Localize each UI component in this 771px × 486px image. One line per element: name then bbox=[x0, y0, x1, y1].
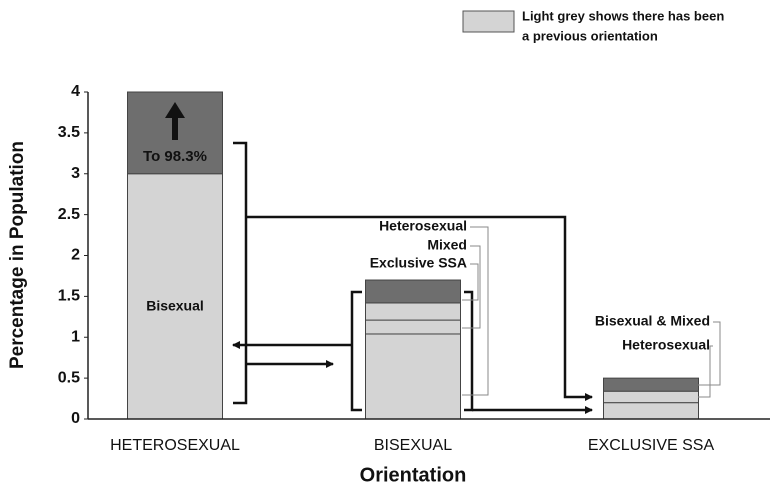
bar-segment bbox=[127, 173, 223, 420]
bar-segment bbox=[603, 402, 699, 420]
annotation: Heterosexual bbox=[622, 337, 710, 353]
bar-segment bbox=[365, 279, 461, 304]
y-tick-label: 3 bbox=[71, 165, 80, 182]
legend-text: a previous orientation bbox=[522, 28, 658, 43]
annotation: Bisexual & Mixed bbox=[595, 313, 710, 329]
annotation: Heterosexual bbox=[379, 218, 467, 234]
annotation: To 98.3% bbox=[143, 148, 207, 165]
y-axis-label: Percentage in Population bbox=[7, 141, 28, 369]
y-tick-label: 1.5 bbox=[58, 288, 80, 305]
bar-segment bbox=[365, 302, 461, 321]
annotation: Bisexual bbox=[146, 298, 204, 314]
annotation: Exclusive SSA bbox=[370, 255, 467, 271]
y-tick-label: 4 bbox=[71, 83, 80, 100]
legend-text: Light grey shows there has been bbox=[522, 8, 724, 23]
flow-arrows bbox=[165, 102, 721, 414]
y-tick-label: 1 bbox=[71, 328, 80, 345]
x-tick-label: EXCLUSIVE SSA bbox=[588, 437, 715, 454]
y-tick-label: 3.5 bbox=[58, 124, 80, 141]
x-tick-label: HETEROSEXUAL bbox=[110, 437, 240, 454]
y-tick-label: 0 bbox=[71, 410, 80, 427]
y-tick-label: 2 bbox=[71, 247, 80, 264]
bar-segment bbox=[603, 377, 699, 392]
annotation: Mixed bbox=[427, 237, 467, 253]
y-tick-label: 0.5 bbox=[58, 369, 80, 386]
bar-segment bbox=[603, 390, 699, 404]
bars bbox=[127, 91, 699, 420]
bar-segment bbox=[365, 319, 461, 335]
x-tick-label: BISEXUAL bbox=[374, 437, 452, 454]
bar-segment bbox=[365, 333, 461, 420]
y-tick-label: 2.5 bbox=[58, 206, 80, 223]
legend-swatch bbox=[462, 10, 515, 33]
x-axis-label: Orientation bbox=[360, 464, 467, 486]
